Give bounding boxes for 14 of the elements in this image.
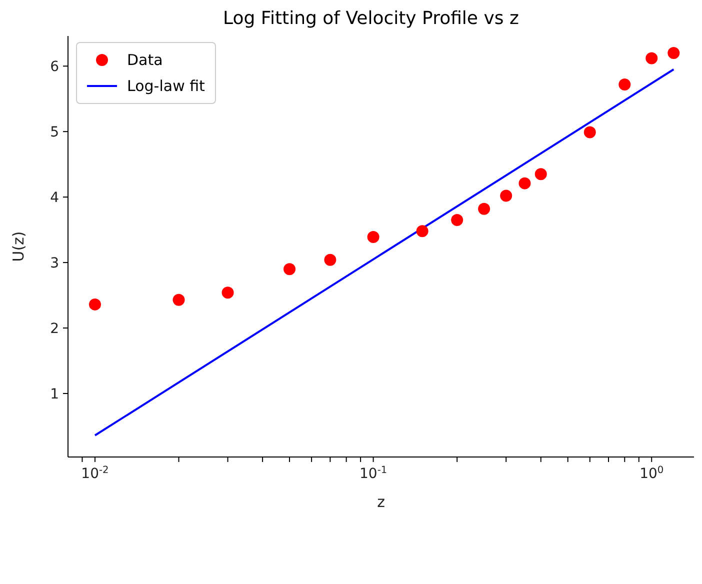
chart-title: Log Fitting of Velocity Profile vs z (222, 8, 520, 31)
x-tick-label: 10$^{-2}$ (81, 464, 109, 482)
y-axis-title: U(z) (9, 231, 28, 262)
y-tick-label: 4 (50, 190, 60, 206)
x-tick-label: 10$^{-1}$ (359, 464, 388, 482)
y-tick-label: 1 (50, 386, 59, 402)
y-tick-label: 2 (50, 321, 59, 338)
x-tick-label: 10$^{0}$ (640, 464, 664, 482)
y-tick-label: 3 (50, 256, 59, 272)
y-tick-label: 6 (50, 59, 60, 76)
y-tick-label: 5 (50, 124, 59, 141)
x-axis-title: z (377, 493, 386, 511)
legend-label: Data (127, 51, 163, 69)
legend-label: Log-law fit (127, 77, 205, 95)
